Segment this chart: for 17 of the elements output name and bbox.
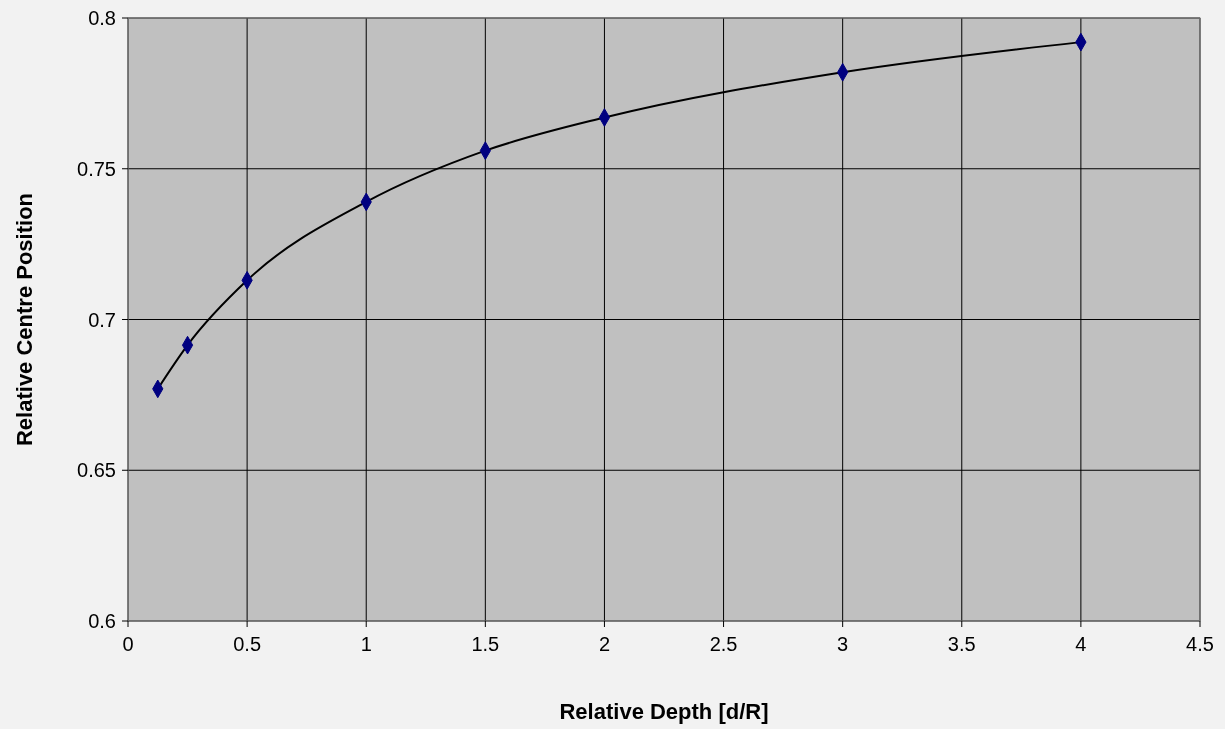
y-axis-title: Relative Centre Position — [12, 192, 37, 447]
y-tick-label: 0.75 — [77, 157, 116, 180]
x-tick-label: 3.5 — [947, 633, 976, 655]
x-tick-label: 4 — [1075, 633, 1087, 655]
x-tick-label: 4.5 — [1186, 633, 1214, 655]
x-axis-title: Relative Depth [d/R] — [559, 699, 769, 724]
y-tick-label: 0.65 — [77, 459, 116, 482]
y-tick-label: 0.6 — [88, 610, 116, 632]
y-tick-label: 0.8 — [88, 7, 116, 29]
x-tick-label: 0 — [122, 633, 134, 655]
x-tick-label: 1.5 — [471, 633, 500, 655]
x-tick-label: 2 — [598, 633, 611, 655]
x-tick-label: 0.5 — [233, 633, 262, 655]
x-tick-label: 3 — [837, 633, 849, 655]
x-tick-label: 2.5 — [709, 633, 738, 655]
y-tick-label: 0.7 — [88, 308, 116, 331]
x-tick-label: 1 — [360, 633, 372, 655]
